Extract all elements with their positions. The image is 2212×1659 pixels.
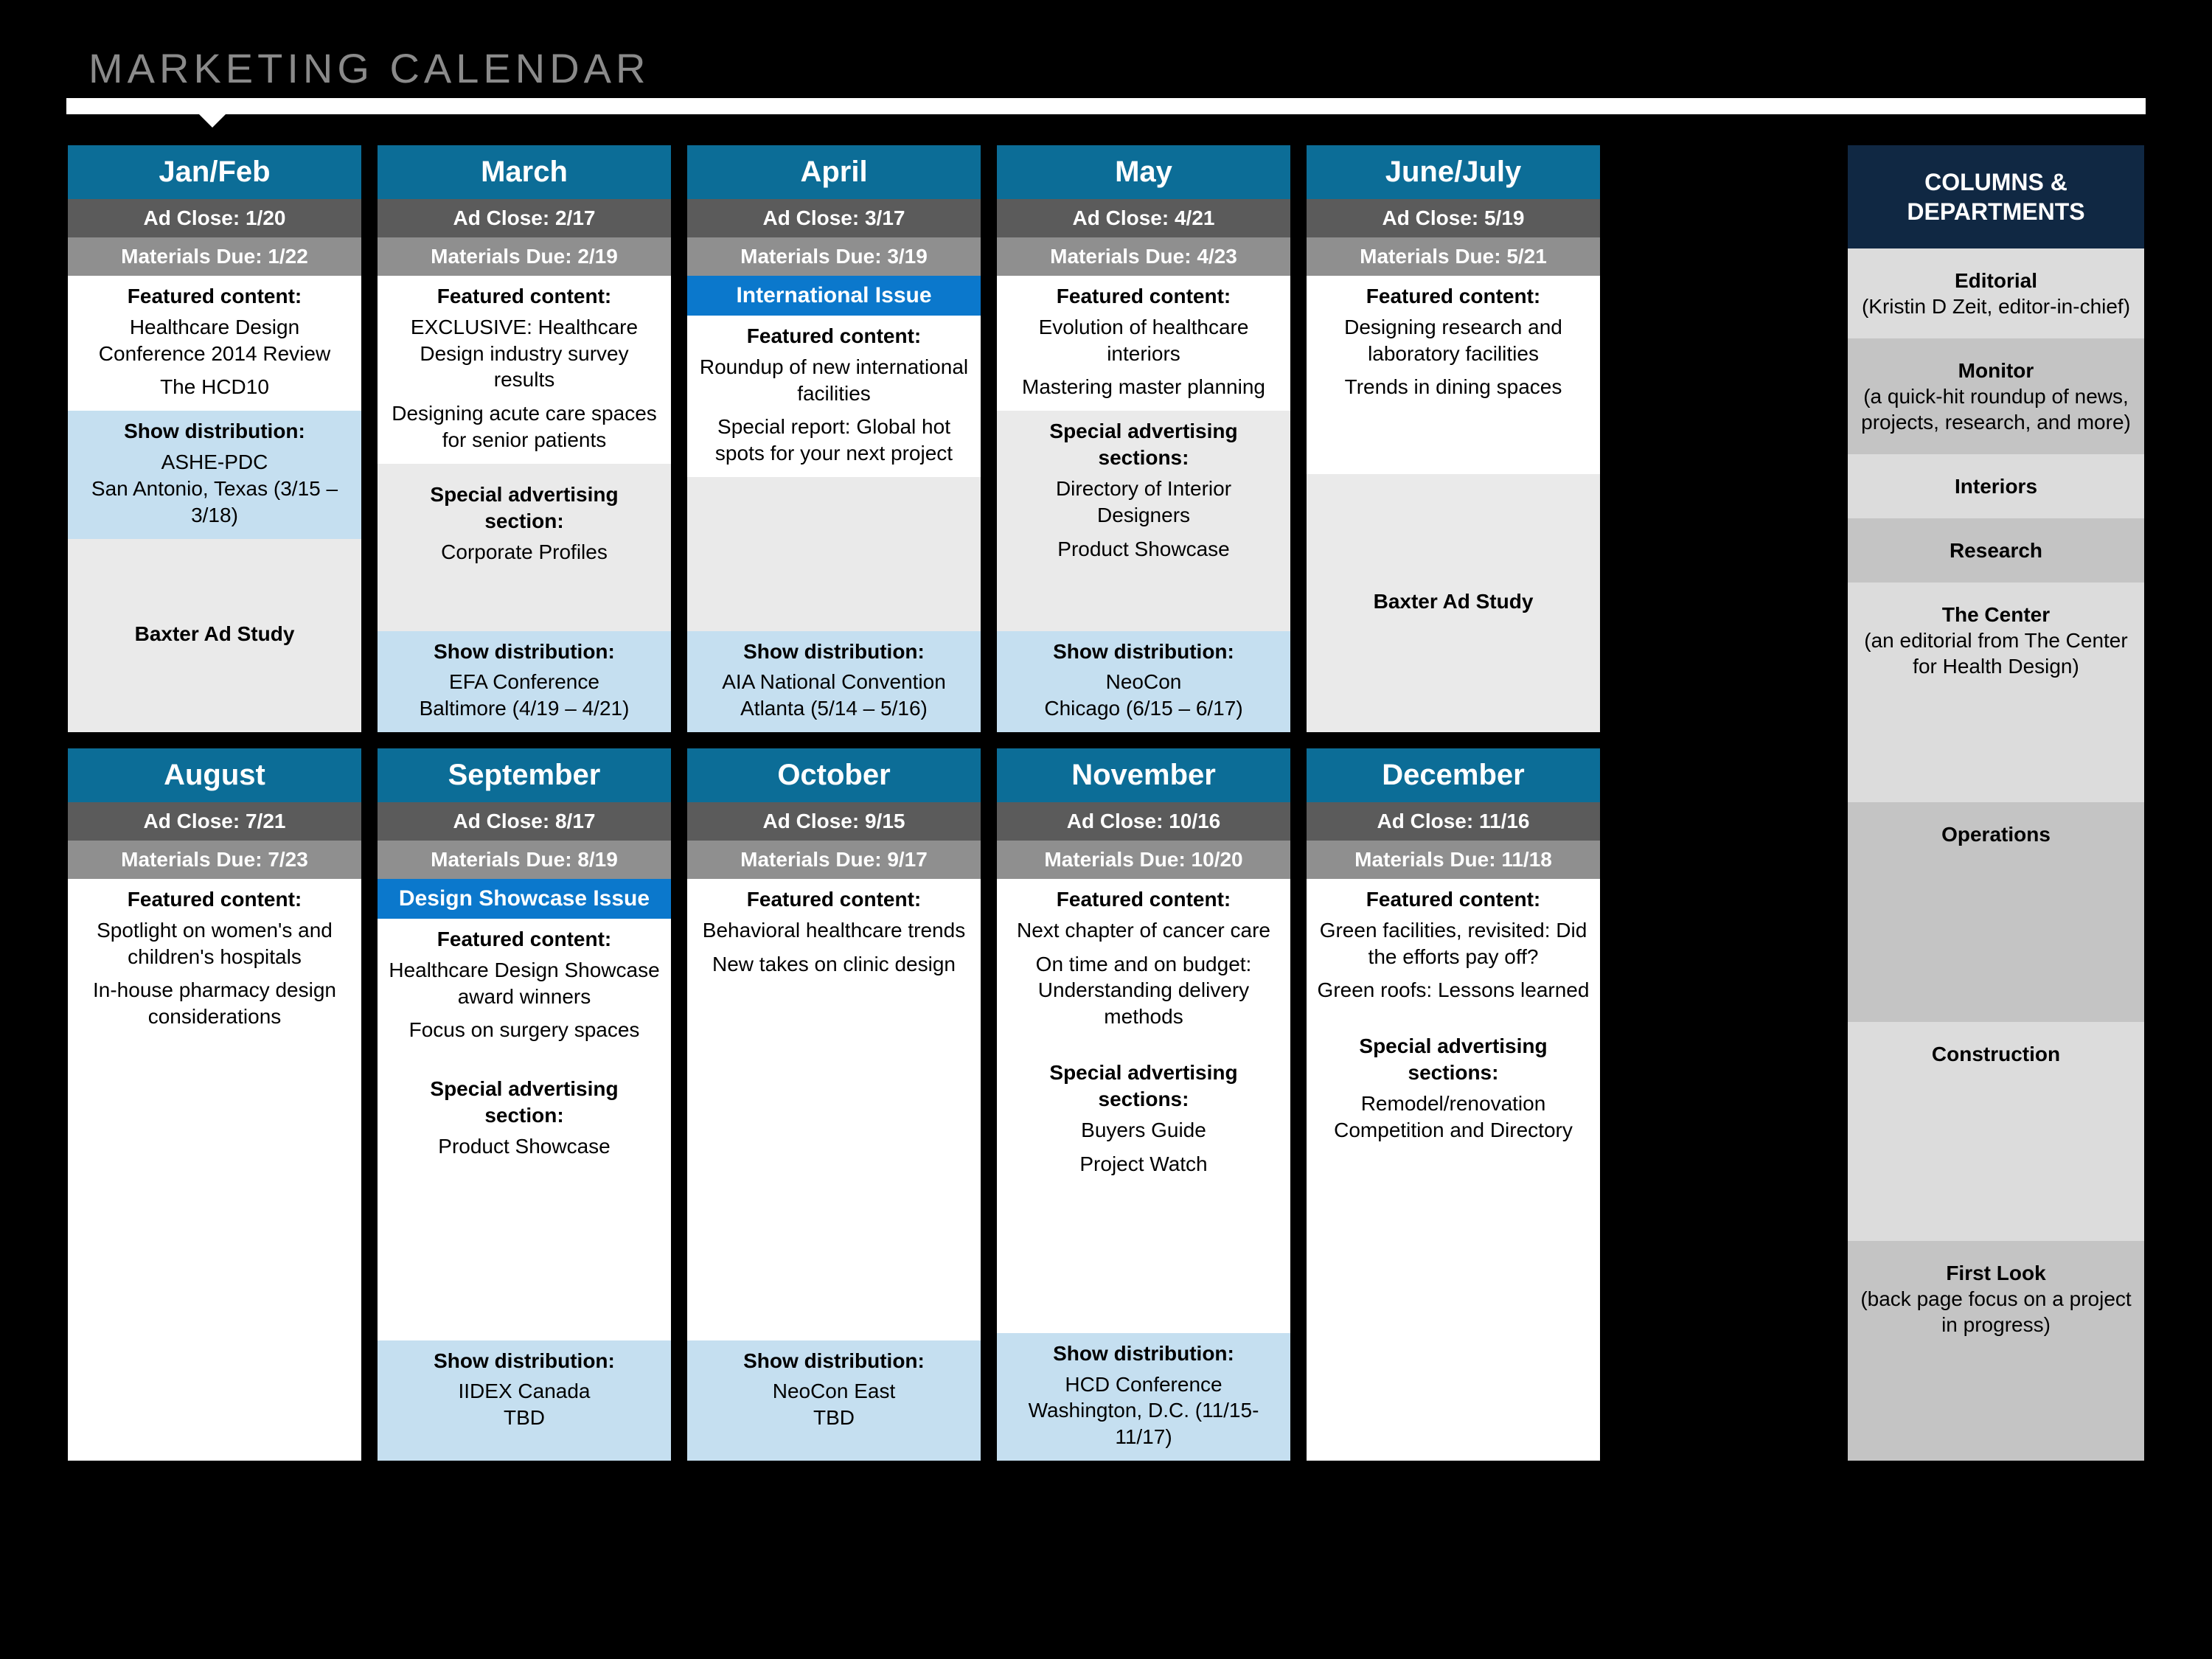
- month-header: August: [68, 748, 361, 802]
- adclose: Ad Close: 10/16: [997, 802, 1290, 841]
- show-distribution-block: Show distribution: EFA Conference Baltim…: [378, 631, 671, 732]
- month-may: May Ad Close: 4/21 Materials Due: 4/23 F…: [995, 144, 1292, 734]
- materials: Materials Due: 2/19: [378, 237, 671, 276]
- materials: Materials Due: 4/23: [997, 237, 1290, 276]
- columns-departments-sidebar: COLUMNS & DEPARTMENTS Editorial(Kristin …: [1846, 144, 2146, 1462]
- materials: Materials Due: 1/22: [68, 237, 361, 276]
- featured-block: Featured content: Evolution of healthcar…: [997, 276, 1290, 411]
- show-distribution-block: Show distribution: HCD Conference Washin…: [997, 1333, 1290, 1461]
- calendar-row-2: August Ad Close: 7/21 Materials Due: 7/2…: [66, 747, 1827, 1462]
- featured-block: Featured content: Roundup of new interna…: [687, 316, 981, 477]
- show-distribution-block: Show distribution: NeoCon Chicago (6/15 …: [997, 631, 1290, 732]
- adclose: Ad Close: 11/16: [1307, 802, 1600, 841]
- month-header: November: [997, 748, 1290, 802]
- adclose: Ad Close: 9/15: [687, 802, 981, 841]
- adclose: Ad Close: 7/21: [68, 802, 361, 841]
- month-header: April: [687, 145, 981, 199]
- special-band: International Issue: [687, 276, 981, 316]
- show-distribution-block: Show distribution: AIA National Conventi…: [687, 631, 981, 732]
- month-janfeb: Jan/Feb Ad Close: 1/20 Materials Due: 1/…: [66, 144, 363, 734]
- featured-block: Featured content: Behavioral healthcare …: [687, 879, 981, 987]
- month-header: Jan/Feb: [68, 145, 361, 199]
- featured-block: Featured content: EXCLUSIVE: Healthcare …: [378, 276, 671, 464]
- month-header: December: [1307, 748, 1600, 802]
- featured-block: Featured content: Designing research and…: [1307, 276, 1600, 474]
- sidebar-item-operations: Operations: [1848, 802, 2144, 1022]
- materials: Materials Due: 7/23: [68, 841, 361, 879]
- sidebar-item-first-look: First Look(back page focus on a project …: [1848, 1241, 2144, 1461]
- show-distribution-block: Show distribution: ASHE-PDC San Antonio,…: [68, 411, 361, 538]
- materials: Materials Due: 8/19: [378, 841, 671, 879]
- main-layout: Jan/Feb Ad Close: 1/20 Materials Due: 1/…: [66, 144, 2146, 1462]
- adclose: Ad Close: 3/17: [687, 199, 981, 237]
- materials: Materials Due: 10/20: [997, 841, 1290, 879]
- month-header: September: [378, 748, 671, 802]
- adclose: Ad Close: 2/17: [378, 199, 671, 237]
- featured-block: Featured content: Next chapter of cancer…: [997, 879, 1290, 1040]
- title-underline: [66, 98, 2146, 114]
- sidebar-item-research: Research: [1848, 518, 2144, 582]
- materials: Materials Due: 5/21: [1307, 237, 1600, 276]
- featured-block: Featured content: Green facilities, revi…: [1307, 879, 1600, 1014]
- materials: Materials Due: 3/19: [687, 237, 981, 276]
- materials: Materials Due: 9/17: [687, 841, 981, 879]
- special-section-block: Special advertising sections: Directory …: [997, 411, 1290, 630]
- special-section-block: Special advertising section: Product Sho…: [378, 1054, 671, 1340]
- month-header: October: [687, 748, 981, 802]
- baxter-block: Baxter Ad Study: [68, 539, 361, 732]
- month-december: December Ad Close: 11/16 Materials Due: …: [1305, 747, 1601, 1462]
- special-section-block: Special advertising sections: Remodel/re…: [1307, 1014, 1600, 1461]
- filler: [687, 477, 981, 630]
- featured-block: Featured content: Healthcare Design Conf…: [68, 276, 361, 411]
- sidebar-item-construction: Construction: [1848, 1022, 2144, 1242]
- featured-block: Featured content: Healthcare Design Show…: [378, 919, 671, 1054]
- sidebar-item-editorial: Editorial(Kristin D Zeit, editor-in-chie…: [1848, 248, 2144, 338]
- special-band: Design Showcase Issue: [378, 879, 671, 919]
- month-april: April Ad Close: 3/17 Materials Due: 3/19…: [686, 144, 982, 734]
- filler: [687, 987, 981, 1340]
- calendar-row-1: Jan/Feb Ad Close: 1/20 Materials Due: 1/…: [66, 144, 1827, 734]
- month-header: June/July: [1307, 145, 1600, 199]
- month-november: November Ad Close: 10/16 Materials Due: …: [995, 747, 1292, 1462]
- sidebar-header: COLUMNS & DEPARTMENTS: [1848, 145, 2144, 248]
- show-distribution-block: Show distribution: NeoCon East TBD: [687, 1340, 981, 1461]
- month-october: October Ad Close: 9/15 Materials Due: 9/…: [686, 747, 982, 1462]
- adclose: Ad Close: 8/17: [378, 802, 671, 841]
- month-header: May: [997, 145, 1290, 199]
- month-september: September Ad Close: 8/17 Materials Due: …: [376, 747, 672, 1462]
- filler: [68, 1040, 361, 1461]
- adclose: Ad Close: 4/21: [997, 199, 1290, 237]
- sidebar-item-the-center: The Center(an editorial from The Center …: [1848, 582, 2144, 802]
- calendar-grid: Jan/Feb Ad Close: 1/20 Materials Due: 1/…: [66, 144, 1827, 1462]
- month-august: August Ad Close: 7/21 Materials Due: 7/2…: [66, 747, 363, 1462]
- show-distribution-block: Show distribution: IIDEX Canada TBD: [378, 1340, 671, 1461]
- sidebar-item-monitor: Monitor(a quick-hit roundup of news, pro…: [1848, 338, 2144, 454]
- adclose: Ad Close: 5/19: [1307, 199, 1600, 237]
- month-junejuly: June/July Ad Close: 5/19 Materials Due: …: [1305, 144, 1601, 734]
- baxter-block: Baxter Ad Study: [1307, 474, 1600, 732]
- month-march: March Ad Close: 2/17 Materials Due: 2/19…: [376, 144, 672, 734]
- featured-block: Featured content: Spotlight on women's a…: [68, 879, 361, 1040]
- special-section-block: Special advertising sections: Buyers Gui…: [997, 1040, 1290, 1333]
- month-header: March: [378, 145, 671, 199]
- materials: Materials Due: 11/18: [1307, 841, 1600, 879]
- sidebar-item-interiors: Interiors: [1848, 454, 2144, 518]
- page-title: MARKETING CALENDAR: [88, 44, 2146, 92]
- special-section-block: Special advertising section: Corporate P…: [378, 464, 671, 631]
- adclose: Ad Close: 1/20: [68, 199, 361, 237]
